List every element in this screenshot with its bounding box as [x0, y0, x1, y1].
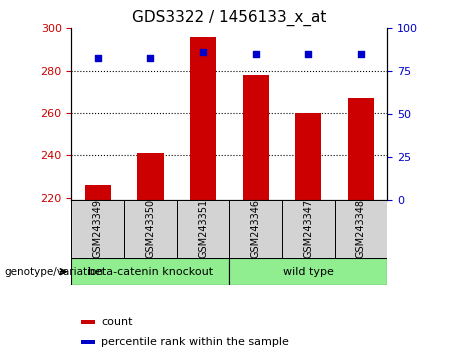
Bar [85, 185, 111, 200]
Bar [137, 153, 164, 200]
Bar [229, 258, 387, 285]
Title: GDS3322 / 1456133_x_at: GDS3322 / 1456133_x_at [132, 9, 326, 25]
Bar [242, 75, 269, 200]
Point [357, 51, 365, 57]
Point [199, 50, 207, 55]
Bar [71, 258, 230, 285]
Bar [348, 98, 374, 200]
Bar [177, 200, 229, 258]
Bar [190, 37, 216, 200]
Bar [335, 200, 387, 258]
Text: GSM243351: GSM243351 [198, 199, 208, 258]
Bar [81, 320, 95, 324]
Text: genotype/variation: genotype/variation [5, 267, 104, 277]
Text: count: count [101, 317, 133, 327]
Text: GSM243347: GSM243347 [303, 199, 313, 258]
Text: beta-catenin knockout: beta-catenin knockout [88, 267, 213, 277]
Point [252, 51, 260, 57]
Text: wild type: wild type [283, 267, 334, 277]
Point [147, 55, 154, 60]
Text: GSM243349: GSM243349 [93, 199, 103, 258]
Bar [71, 200, 124, 258]
Bar [124, 200, 177, 258]
Point [305, 51, 312, 57]
Bar [282, 200, 335, 258]
Text: percentile rank within the sample: percentile rank within the sample [101, 337, 290, 347]
Bar [295, 113, 321, 200]
Bar [81, 340, 95, 343]
Text: GSM243350: GSM243350 [145, 199, 155, 258]
Text: GSM243348: GSM243348 [356, 199, 366, 258]
Text: GSM243346: GSM243346 [251, 199, 260, 258]
Point [94, 55, 101, 60]
Bar [229, 200, 282, 258]
